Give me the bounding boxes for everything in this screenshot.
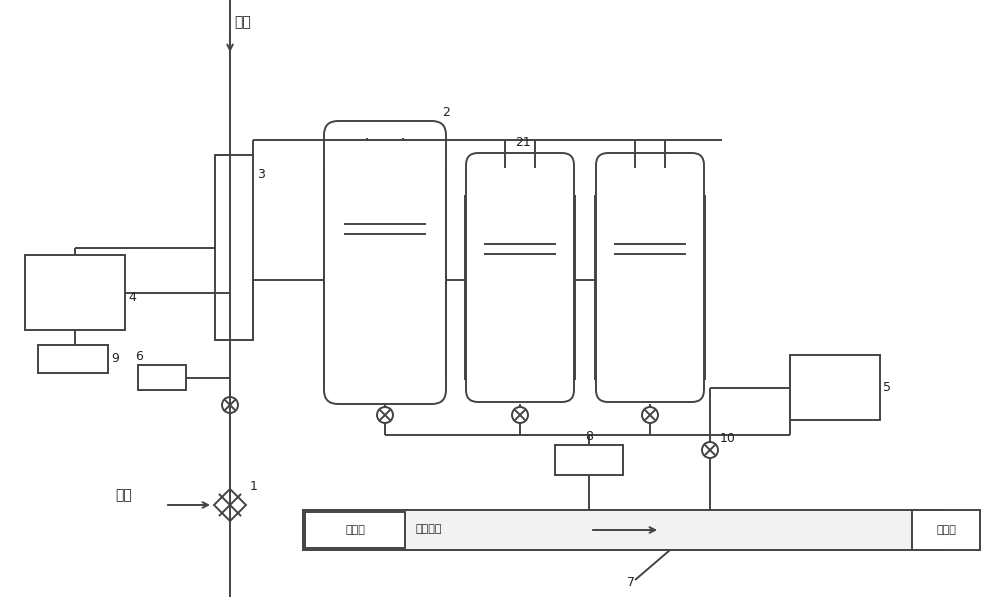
FancyBboxPatch shape <box>324 121 446 404</box>
Text: 除尘器: 除尘器 <box>936 525 956 535</box>
Text: 4: 4 <box>128 291 136 304</box>
Bar <box>790 355 880 420</box>
Text: 3: 3 <box>257 168 265 181</box>
Bar <box>303 510 943 550</box>
Bar <box>305 512 405 548</box>
Text: 高温烟气: 高温烟气 <box>415 524 442 534</box>
Text: 7: 7 <box>627 576 635 589</box>
Text: 1: 1 <box>250 481 258 494</box>
Text: 21: 21 <box>515 137 531 149</box>
Text: 空预器: 空预器 <box>345 525 365 535</box>
Text: 9: 9 <box>111 352 119 365</box>
Text: 6: 6 <box>135 349 143 362</box>
Text: 5: 5 <box>883 381 891 394</box>
FancyBboxPatch shape <box>466 153 574 402</box>
Text: 2: 2 <box>442 106 450 119</box>
Text: 8: 8 <box>585 430 593 444</box>
Bar <box>25 255 125 330</box>
Bar <box>38 345 108 373</box>
Text: 10: 10 <box>720 432 736 445</box>
Bar <box>555 445 623 475</box>
Bar <box>138 365 186 390</box>
Text: 蔻汽: 蔻汽 <box>115 488 132 502</box>
Bar <box>215 155 253 340</box>
Text: 废水: 废水 <box>234 15 251 29</box>
FancyBboxPatch shape <box>596 153 704 402</box>
Bar <box>912 510 980 550</box>
